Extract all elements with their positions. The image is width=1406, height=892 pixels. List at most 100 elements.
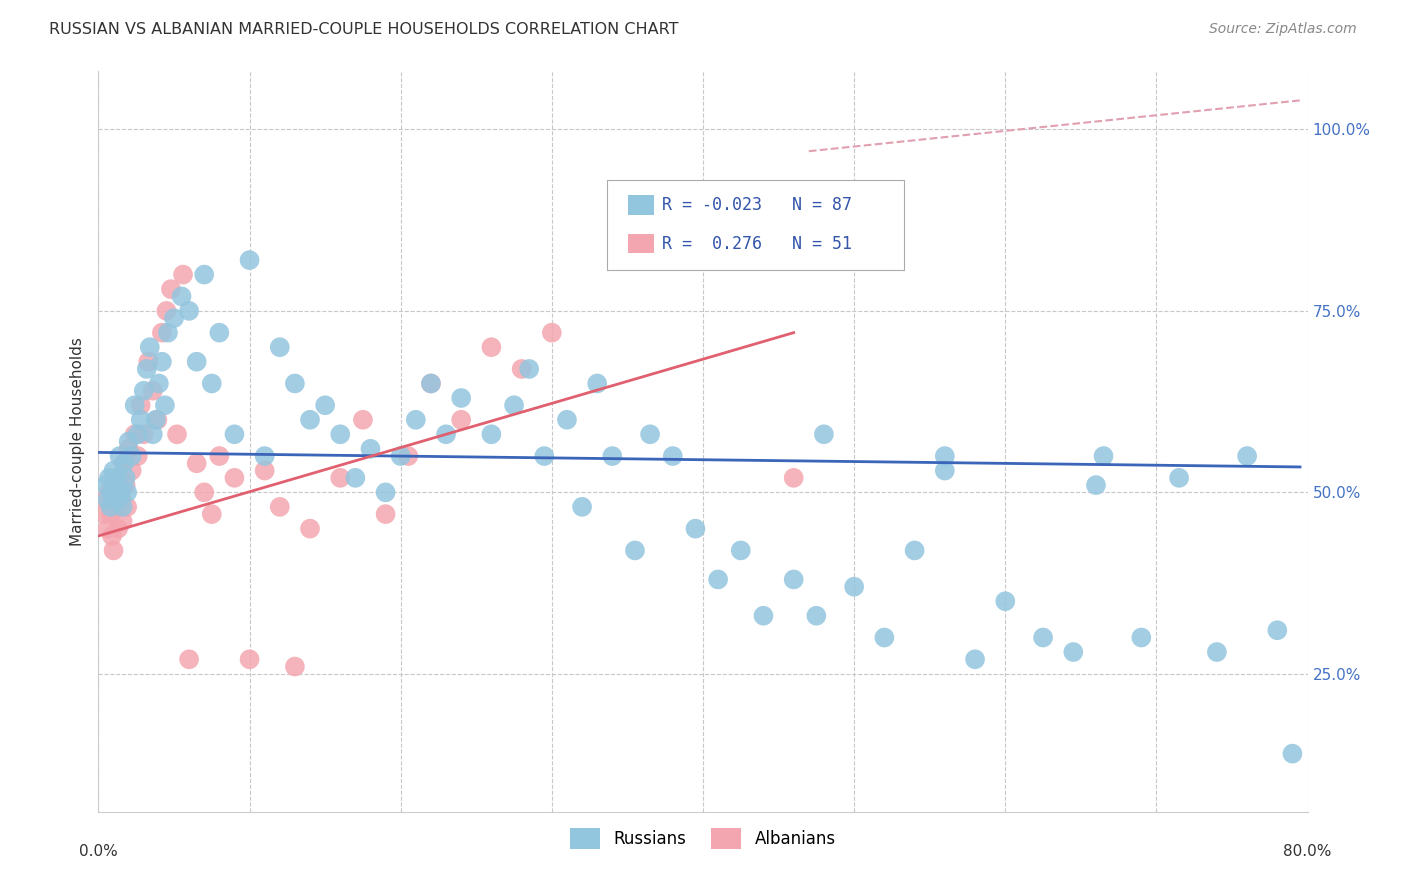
Point: [150, 354, 173, 368]
Point: [107, 492, 129, 507]
Point: [142, 384, 165, 398]
Point: [1032, 631, 1054, 645]
Legend: Russians, Albanians: Russians, Albanians: [564, 822, 842, 855]
Point: [153, 398, 176, 412]
Point: [374, 507, 396, 521]
Point: [813, 427, 835, 442]
Point: [730, 543, 752, 558]
Point: [110, 492, 132, 507]
Point: [806, 608, 828, 623]
Point: [129, 413, 152, 427]
Point: [101, 485, 124, 500]
Point: [104, 478, 127, 492]
Text: 80.0%: 80.0%: [1284, 845, 1331, 859]
Point: [661, 449, 683, 463]
Point: [533, 449, 555, 463]
Point: [239, 253, 262, 268]
Point: [1168, 471, 1191, 485]
Point: [503, 398, 526, 412]
Point: [540, 326, 562, 340]
Point: [253, 464, 276, 478]
Point: [405, 413, 427, 427]
Point: [186, 456, 208, 470]
Point: [146, 413, 169, 427]
Point: [121, 464, 143, 478]
Point: [1092, 449, 1115, 463]
Point: [783, 573, 806, 587]
Y-axis label: Married-couple Households: Married-couple Households: [69, 337, 84, 546]
Point: [193, 268, 215, 282]
Point: [844, 580, 866, 594]
Point: [108, 471, 131, 485]
Point: [638, 427, 661, 442]
Point: [160, 282, 183, 296]
Point: [420, 376, 443, 391]
Point: [510, 362, 533, 376]
Point: [98, 485, 121, 500]
Point: [1281, 747, 1303, 761]
Point: [103, 464, 125, 478]
Point: [111, 500, 134, 514]
Point: [104, 478, 127, 492]
Point: [904, 543, 927, 558]
Point: [112, 456, 135, 470]
Point: [201, 507, 224, 521]
Point: [94, 478, 117, 492]
Point: [1130, 631, 1153, 645]
Point: [179, 652, 201, 666]
Point: [329, 427, 352, 442]
Point: [201, 376, 224, 391]
Point: [1085, 478, 1108, 492]
Point: [555, 413, 578, 427]
Point: [110, 485, 132, 500]
Point: [150, 326, 173, 340]
Point: [114, 478, 136, 492]
Point: [121, 449, 143, 463]
Point: [96, 492, 118, 507]
Point: [132, 384, 155, 398]
Text: RUSSIAN VS ALBANIAN MARRIED-COUPLE HOUSEHOLDS CORRELATION CHART: RUSSIAN VS ALBANIAN MARRIED-COUPLE HOUSE…: [49, 22, 679, 37]
Point: [208, 449, 231, 463]
Point: [1267, 624, 1289, 638]
Point: [111, 515, 134, 529]
Point: [481, 427, 503, 442]
Point: [994, 594, 1017, 608]
Point: [166, 427, 188, 442]
Point: [420, 376, 443, 391]
Point: [148, 376, 170, 391]
Point: [783, 471, 806, 485]
Point: [329, 471, 352, 485]
Point: [108, 449, 131, 463]
Point: [112, 456, 135, 470]
Point: [314, 398, 336, 412]
Point: [135, 362, 157, 376]
Point: [105, 471, 128, 485]
Point: [115, 500, 138, 514]
Point: [450, 391, 472, 405]
Point: [685, 522, 707, 536]
Point: [129, 398, 152, 412]
Text: 0.0%: 0.0%: [79, 845, 118, 859]
Point: [1062, 645, 1084, 659]
Point: [127, 427, 149, 442]
Text: Source: ZipAtlas.com: Source: ZipAtlas.com: [1209, 22, 1357, 37]
Point: [186, 354, 208, 368]
Point: [239, 652, 262, 666]
Text: R = -0.023   N = 87: R = -0.023 N = 87: [662, 196, 852, 214]
Point: [103, 543, 125, 558]
Text: R =  0.276   N = 51: R = 0.276 N = 51: [662, 235, 852, 252]
Point: [624, 543, 647, 558]
Point: [115, 485, 138, 500]
Point: [124, 427, 146, 442]
Point: [163, 311, 186, 326]
Point: [269, 500, 291, 514]
Point: [965, 652, 987, 666]
Point: [114, 471, 136, 485]
Point: [224, 471, 246, 485]
Point: [172, 268, 194, 282]
Point: [360, 442, 382, 456]
Point: [224, 427, 246, 442]
Point: [481, 340, 503, 354]
Point: [139, 340, 162, 354]
Point: [269, 340, 291, 354]
